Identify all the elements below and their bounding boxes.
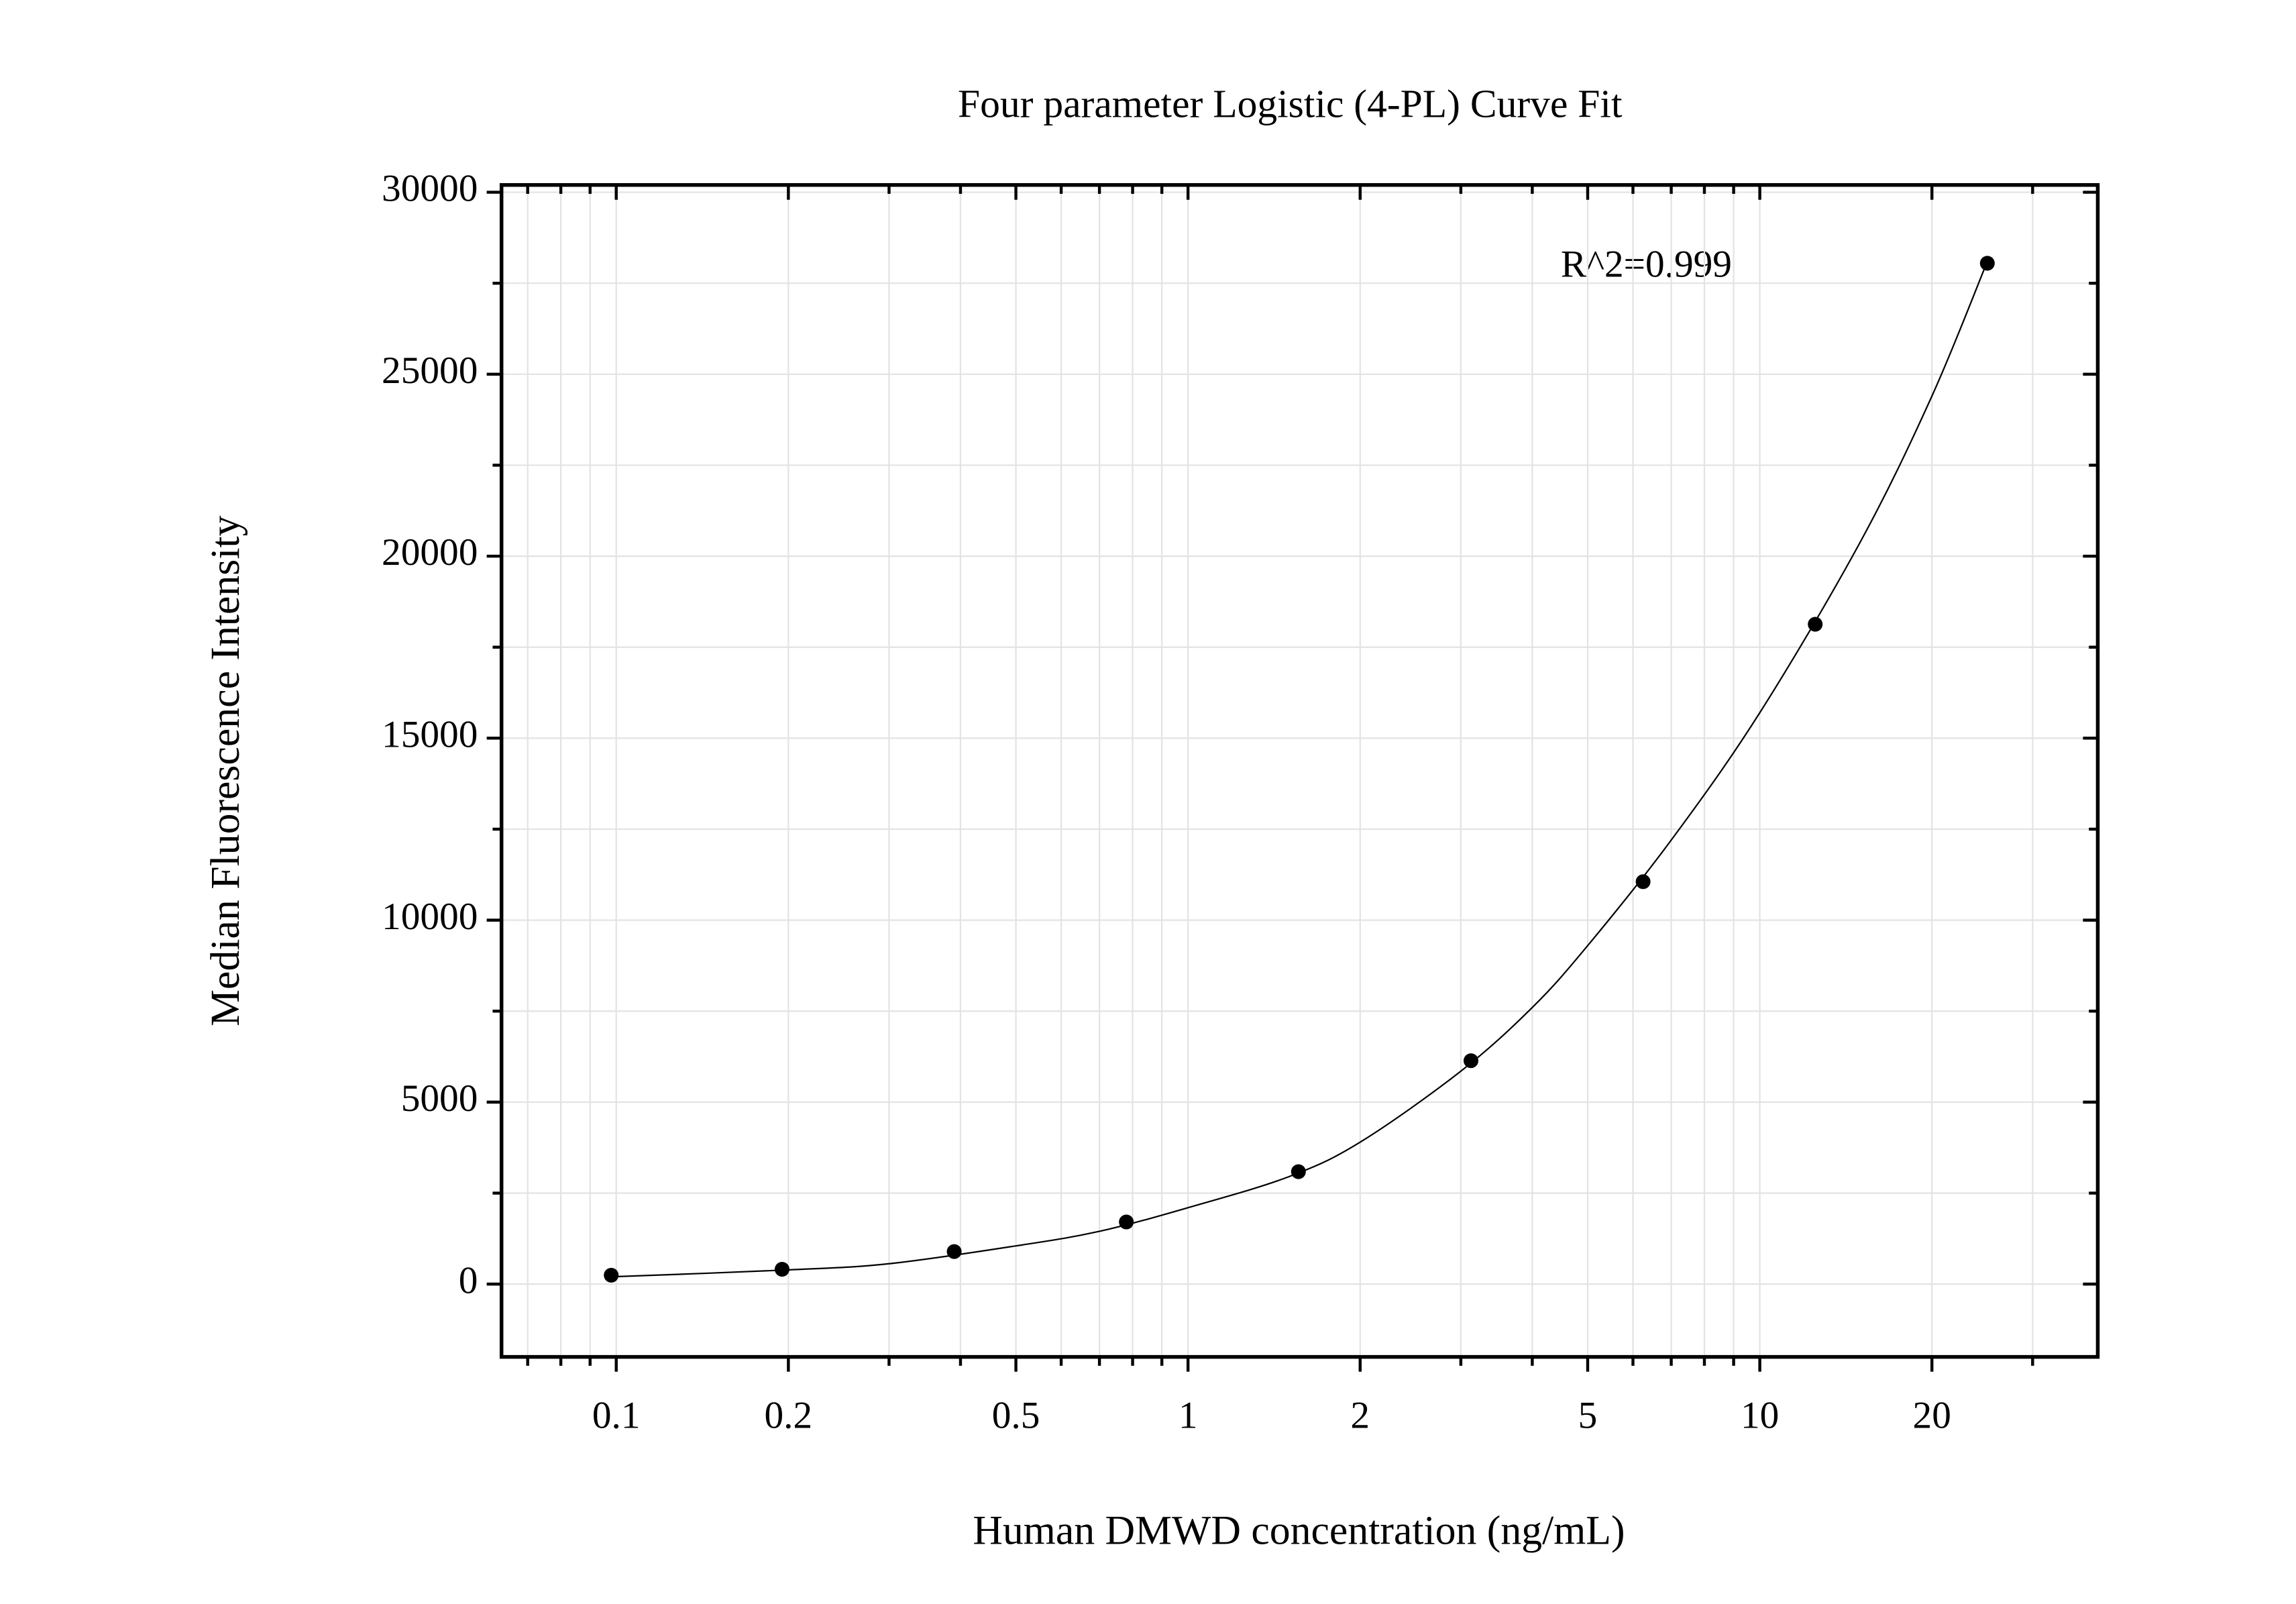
- data-point: [1291, 1164, 1306, 1179]
- x-axis-label: Human DMWD concentration (ng/mL): [973, 1508, 1625, 1554]
- y-tick-label: 0: [459, 1259, 478, 1301]
- x-tick-label: 2: [1350, 1394, 1370, 1436]
- x-tick-label: 0.2: [765, 1394, 813, 1436]
- x-tick-label: 1: [1179, 1394, 1198, 1436]
- data-point: [604, 1267, 619, 1283]
- y-tick-label: 5000: [401, 1077, 478, 1120]
- y-tick-label: 25000: [382, 350, 478, 392]
- x-tick-label: 0.5: [992, 1394, 1040, 1436]
- data-point: [946, 1244, 962, 1259]
- data-point: [1463, 1053, 1479, 1069]
- chart-title: Four parameter Logistic (4-PL) Curve Fit: [958, 82, 1623, 126]
- plot: [604, 256, 1995, 1283]
- grid: [501, 184, 2098, 1357]
- x-tick-label: 10: [1741, 1394, 1779, 1436]
- data-point: [1979, 256, 1995, 271]
- plot-frame: [499, 182, 2100, 1359]
- y-tick-label: 20000: [382, 531, 478, 574]
- data-point: [1635, 874, 1651, 890]
- y-axis-label: Median Fluorescence Intensity: [203, 515, 248, 1026]
- y-tick-label: 10000: [382, 896, 478, 938]
- data-point: [1119, 1214, 1134, 1230]
- y-tick-label: 30000: [382, 168, 478, 210]
- x-tick-label: 0.1: [592, 1394, 641, 1436]
- fit-curve: [611, 261, 1988, 1278]
- x-tick-label: 20: [1913, 1394, 1951, 1436]
- annotation: R^2=0.999: [1561, 243, 1732, 285]
- data-point: [774, 1262, 789, 1277]
- data-point: [1808, 617, 1823, 632]
- y-tick-label: 15000: [382, 714, 478, 756]
- x-tick-label: 5: [1578, 1394, 1598, 1436]
